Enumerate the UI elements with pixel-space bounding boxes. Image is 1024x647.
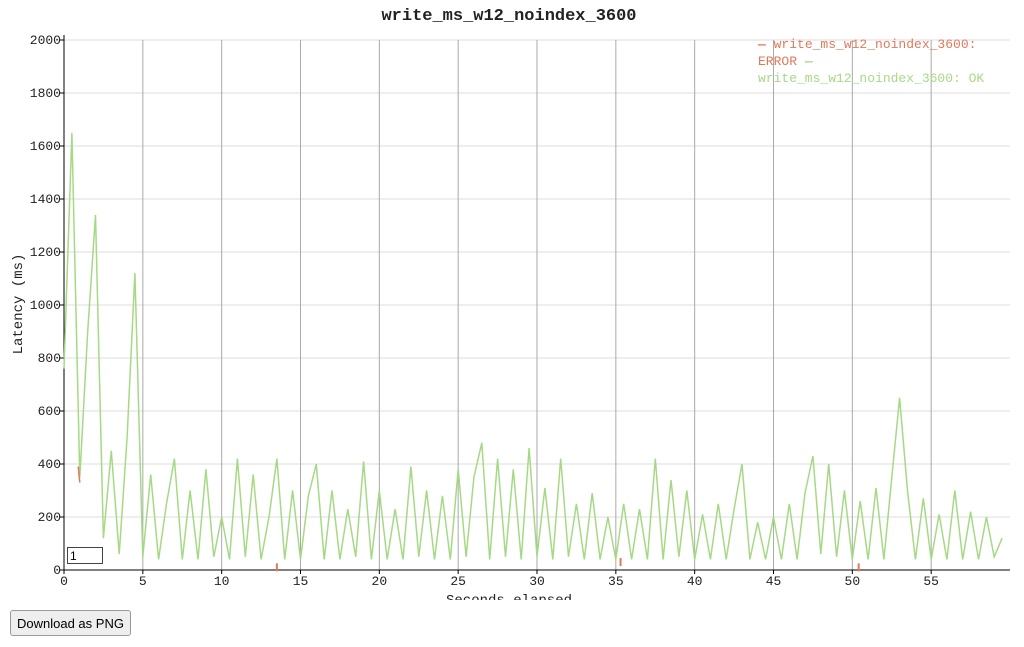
x-tick-label: 5 (139, 574, 147, 589)
x-tick-label: 15 (293, 574, 309, 589)
legend-swatch: — (758, 37, 774, 52)
y-tick-label: 600 (38, 404, 61, 419)
chart: write_ms_w12_noindex_3600 Seconds elapse… (11, 7, 1010, 600)
y-tick-label: 1800 (30, 86, 61, 101)
x-tick-label: 35 (608, 574, 624, 589)
x-axis-label: Seconds elapsed (446, 593, 572, 600)
y-tick-label: 800 (38, 351, 61, 366)
x-tick-label: 20 (372, 574, 388, 589)
y-axis-label: Latency (ms) (11, 254, 27, 355)
y-tick-label: 1400 (30, 192, 61, 207)
y-tick-label: 1600 (30, 139, 61, 154)
x-tick-label: 55 (923, 574, 939, 589)
x-tick-label: 30 (529, 574, 545, 589)
x-tick-label: 45 (766, 574, 782, 589)
series-line (77, 466, 81, 483)
legend-entry: — write_ms_w12_noindex_3600: OK (758, 54, 984, 86)
x-tick-label: 40 (687, 574, 703, 589)
legend: — write_ms_w12_noindex_3600: ERROR — wri… (758, 36, 1016, 87)
download-button[interactable]: Download as PNG (10, 610, 131, 636)
series-line (63, 132, 1003, 560)
y-tick-label: 1200 (30, 245, 61, 260)
chart-title: write_ms_w12_noindex_3600 (381, 7, 636, 26)
y-tick-label: 1000 (30, 298, 61, 313)
x-tick-label: 50 (845, 574, 861, 589)
rolling-period-input[interactable] (67, 547, 103, 564)
legend-entry: — write_ms_w12_noindex_3600: ERROR (758, 37, 976, 69)
legend-swatch: — (804, 54, 813, 69)
y-tick-label: 200 (38, 510, 61, 525)
x-tick-label: 10 (214, 574, 230, 589)
y-tick-label: 400 (38, 457, 61, 472)
y-tick-label: 2000 (30, 33, 61, 48)
legend-label: write_ms_w12_noindex_3600: ERROR (758, 37, 977, 69)
y-tick-label: 0 (53, 563, 61, 578)
x-tick-label: 25 (450, 574, 466, 589)
legend-label: write_ms_w12_noindex_3600: OK (758, 71, 985, 86)
x-tick-label: 0 (60, 574, 68, 589)
